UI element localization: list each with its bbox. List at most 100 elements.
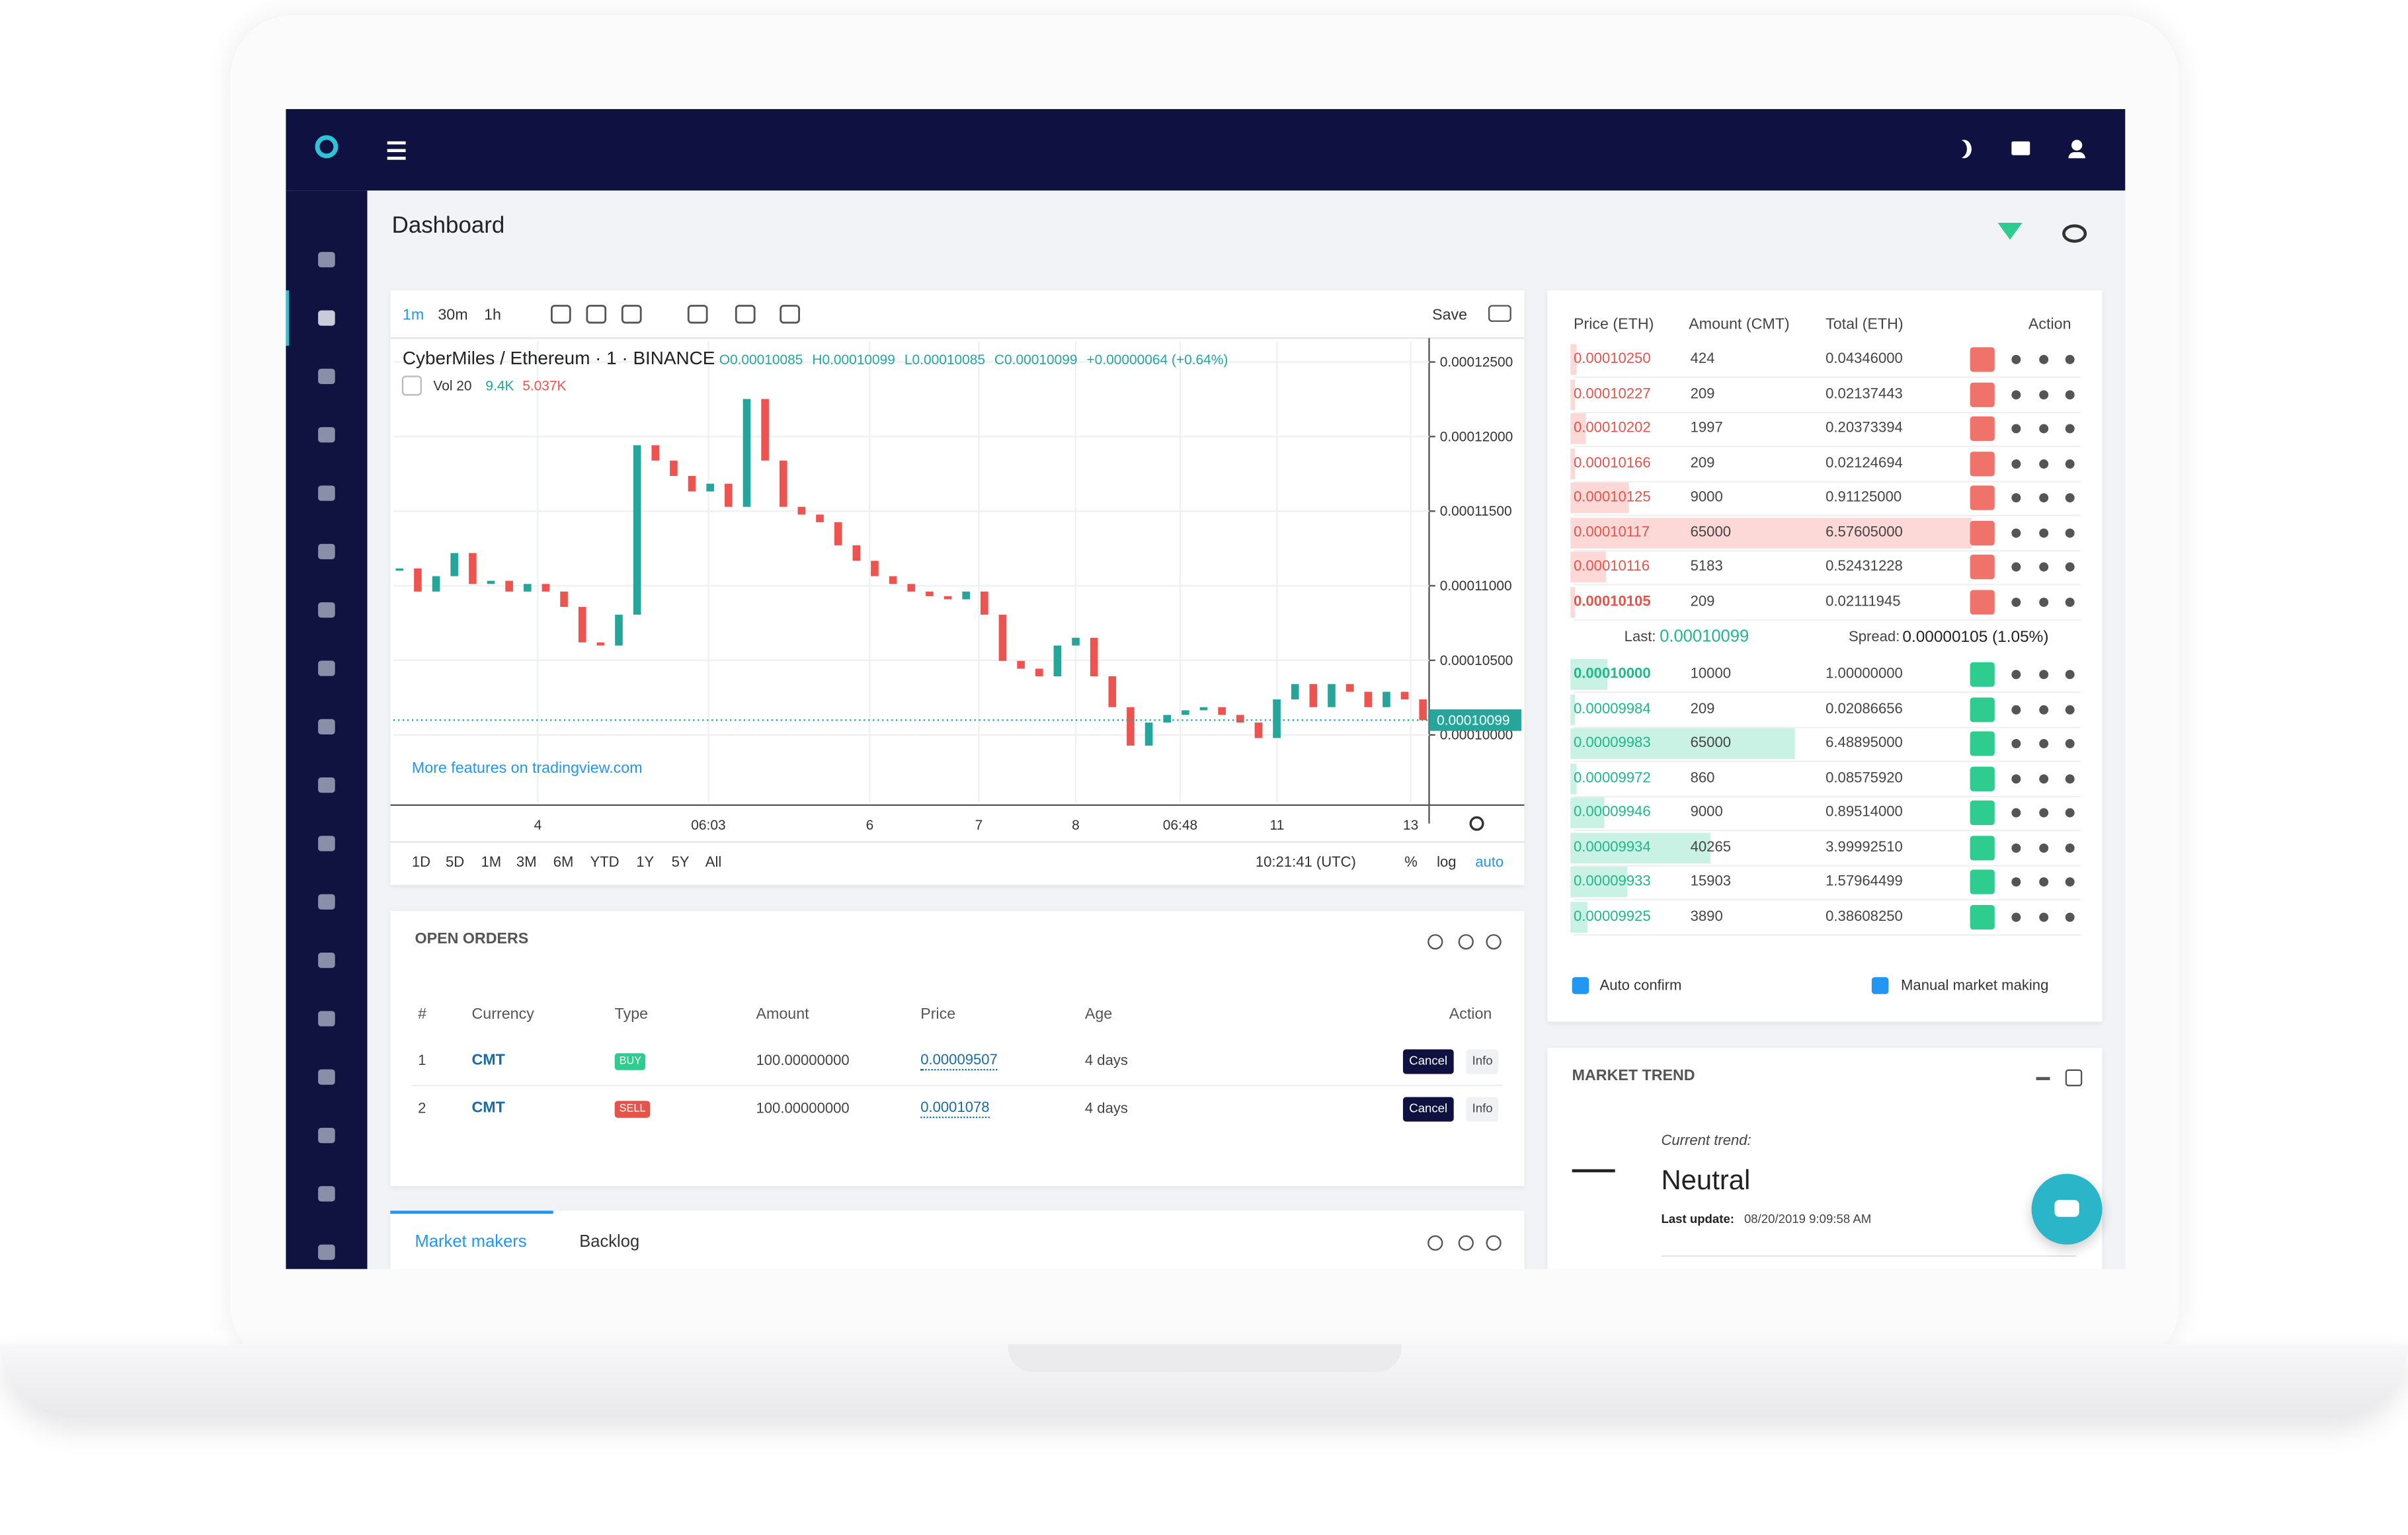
action-icon[interactable] [2011, 912, 2021, 922]
sidebar-icon[interactable] [318, 1011, 335, 1027]
action-button[interactable] [1970, 589, 1995, 614]
eye-icon[interactable] [2062, 224, 2087, 243]
sidebar-icon[interactable] [318, 1244, 335, 1260]
action-button[interactable] [1970, 904, 1995, 929]
range-button[interactable]: 1D [412, 853, 430, 870]
interval-button[interactable]: 1m [403, 305, 424, 323]
range-button[interactable]: All [705, 853, 722, 870]
range-button[interactable]: 1Y [636, 853, 654, 870]
action-icon[interactable] [2011, 354, 2021, 364]
toolbar-icon[interactable] [687, 305, 708, 324]
toolbar-icon[interactable] [550, 305, 571, 324]
menu-icon[interactable] [387, 141, 406, 160]
action-icon[interactable] [2039, 738, 2049, 748]
action-button[interactable] [1970, 520, 1995, 545]
sidebar-icon[interactable] [318, 952, 335, 968]
action-icon[interactable] [2011, 562, 2021, 572]
action-icon[interactable] [2039, 458, 2049, 468]
action-icon[interactable] [2039, 670, 2049, 680]
action-icon[interactable] [2011, 493, 2021, 503]
range-button[interactable]: 1M [481, 853, 501, 870]
action-icon[interactable] [2011, 877, 2021, 887]
action-icon[interactable] [2065, 493, 2075, 503]
price-link[interactable]: 0.0001078 [920, 1099, 990, 1118]
panel-control[interactable] [1427, 934, 1443, 950]
action-icon[interactable] [2039, 389, 2049, 399]
panel-control[interactable] [1458, 1235, 1474, 1251]
action-icon[interactable] [2011, 670, 2021, 680]
action-icon[interactable] [2039, 528, 2049, 537]
action-icon[interactable] [2039, 808, 2049, 818]
action-icon[interactable] [2039, 877, 2049, 887]
action-icon[interactable] [2039, 354, 2049, 364]
sidebar-icon[interactable] [318, 602, 335, 618]
cancel-button[interactable]: Cancel [1402, 1097, 1454, 1122]
action-icon[interactable] [2065, 912, 2075, 922]
sidebar-icon[interactable] [318, 836, 335, 851]
toolbar-icon[interactable] [586, 305, 607, 324]
checkbox[interactable] [1871, 977, 1889, 994]
save-button[interactable]: Save [1432, 305, 1467, 323]
chat-bubble[interactable] [2031, 1173, 2103, 1245]
settings-icon[interactable] [1469, 816, 1484, 831]
action-button[interactable] [1970, 731, 1995, 756]
logo[interactable] [315, 135, 339, 159]
action-icon[interactable] [2039, 493, 2049, 503]
action-icon[interactable] [2039, 424, 2049, 434]
action-icon[interactable] [2065, 670, 2075, 680]
range-button[interactable]: 6M [553, 853, 574, 870]
sidebar-icon[interactable] [318, 1186, 335, 1202]
action-icon[interactable] [2039, 704, 2049, 714]
range-button[interactable]: 5Y [672, 853, 690, 870]
action-button[interactable] [1970, 555, 1995, 580]
action-icon[interactable] [2065, 528, 2075, 537]
action-button[interactable] [1970, 381, 1995, 407]
action-icon[interactable] [2011, 808, 2021, 818]
sidebar-icon[interactable] [318, 660, 335, 676]
info-button[interactable]: Info [1466, 1049, 1499, 1074]
action-button[interactable] [1970, 800, 1995, 826]
checkbox[interactable] [1572, 977, 1589, 994]
camera-icon[interactable] [1488, 305, 1511, 322]
panel-control[interactable] [1486, 1235, 1502, 1251]
action-icon[interactable] [2011, 704, 2021, 714]
toolbar-icon[interactable] [780, 305, 800, 324]
range-button[interactable]: 5D [446, 853, 464, 870]
toolbar-icon[interactable] [621, 305, 642, 324]
sidebar-icon[interactable] [318, 427, 335, 443]
action-icon[interactable] [2039, 596, 2049, 606]
action-icon[interactable] [2011, 596, 2021, 606]
chat-icon[interactable] [2011, 141, 2030, 155]
action-icon[interactable] [2065, 842, 2075, 852]
panel-control[interactable] [1458, 934, 1474, 950]
action-icon[interactable] [2065, 354, 2075, 364]
panel-control[interactable] [1486, 934, 1502, 950]
range-button[interactable]: YTD [590, 853, 619, 870]
action-icon[interactable] [2065, 389, 2075, 399]
price-link[interactable]: 0.00009507 [920, 1052, 998, 1070]
action-icon[interactable] [2039, 842, 2049, 852]
panel-control[interactable] [2036, 1077, 2050, 1080]
sidebar-icon[interactable] [318, 310, 335, 326]
info-button[interactable]: Info [1466, 1097, 1499, 1122]
action-button[interactable] [1970, 835, 1995, 860]
action-button[interactable] [1970, 662, 1995, 687]
volume-toggle[interactable] [401, 375, 422, 396]
action-icon[interactable] [2065, 877, 2075, 887]
panel-control[interactable] [1427, 1235, 1443, 1251]
sidebar-icon[interactable] [318, 543, 335, 560]
tradingview-link[interactable]: More features on tradingview.com [412, 759, 643, 776]
action-icon[interactable] [2065, 596, 2075, 606]
action-icon[interactable] [2039, 912, 2049, 922]
panel-control[interactable] [2065, 1069, 2083, 1087]
tab[interactable]: Market makers [415, 1233, 527, 1252]
action-button[interactable] [1970, 485, 1995, 510]
action-button[interactable] [1970, 697, 1995, 722]
interval-button[interactable]: 30m [438, 305, 467, 323]
action-icon[interactable] [2011, 842, 2021, 852]
range-button[interactable]: 3M [516, 853, 537, 870]
action-icon[interactable] [2011, 773, 2021, 783]
sidebar-icon[interactable] [318, 894, 335, 910]
action-icon[interactable] [2065, 704, 2075, 714]
action-button[interactable] [1970, 766, 1995, 791]
